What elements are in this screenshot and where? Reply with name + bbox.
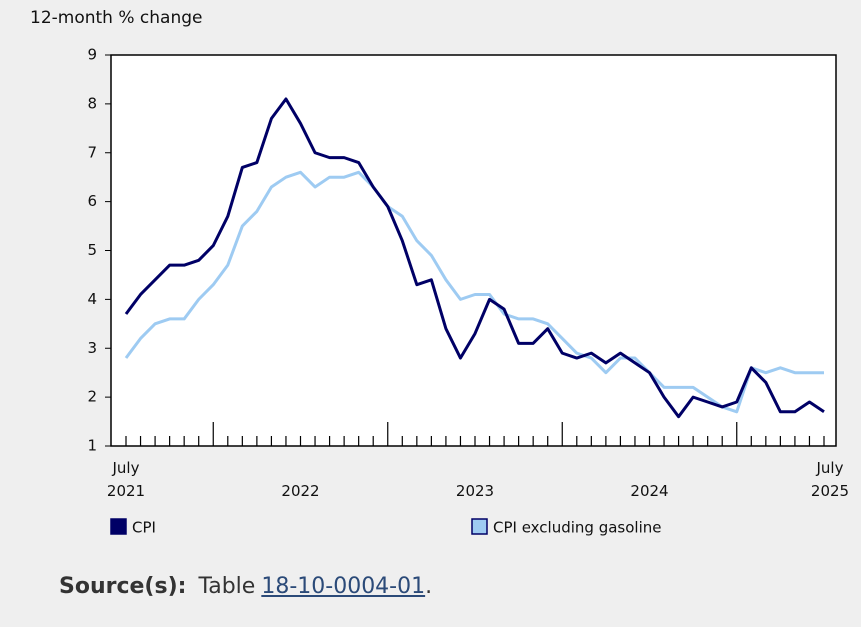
y-tick-label: 4 [87, 290, 97, 308]
legend-item: CPI excluding gasoline [471, 518, 661, 537]
y-tick-label: 9 [87, 46, 97, 64]
legend-swatch [110, 518, 127, 535]
y-tick-label: 6 [87, 192, 97, 210]
source-link[interactable]: 18-10-0004-01 [261, 574, 426, 599]
source-label: Source(s): [59, 574, 187, 599]
x-tick-label: 2022 [281, 482, 320, 500]
x-tick-label: 2024 [630, 482, 669, 500]
source-suffix: . [425, 574, 433, 599]
y-tick-label: 5 [87, 241, 97, 259]
y-tick-label: 3 [87, 339, 97, 357]
legend-label: CPI excluding gasoline [493, 519, 661, 537]
source-text: Table [198, 574, 256, 599]
y-tick-label: 1 [87, 437, 97, 455]
legend-label: CPI [132, 519, 156, 537]
legend-swatch [471, 518, 488, 535]
x-tick-label: July 2021 [106, 459, 146, 500]
y-axis-title: 12-month % change [30, 8, 202, 28]
source: Source(s): Table 18-10-0004-01. [59, 574, 432, 599]
y-tick-label: 7 [87, 143, 97, 161]
x-tick-label: 2023 [455, 482, 495, 500]
y-tick-label: 2 [87, 388, 97, 406]
line-series [124, 97, 825, 419]
y-tick-label: 8 [87, 94, 97, 112]
legend-item: CPI [110, 518, 156, 537]
plot-area [110, 54, 837, 447]
x-tick-label: July 2025 [810, 459, 850, 500]
line-series [124, 170, 824, 414]
